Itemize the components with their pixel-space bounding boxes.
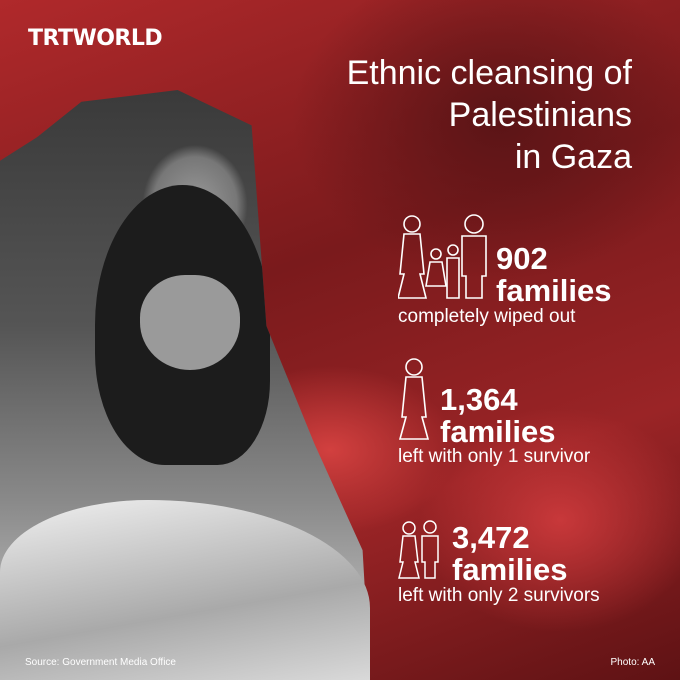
family-of-four-icon bbox=[398, 214, 487, 299]
woman-icon bbox=[398, 358, 430, 440]
face-shape bbox=[140, 275, 240, 370]
photo-credit: Photo: AA bbox=[610, 657, 655, 668]
stat-number: 902 bbox=[496, 241, 548, 276]
headline: Ethnic cleansing of Palestinians in Gaza bbox=[347, 52, 632, 178]
headline-line: Ethnic cleansing of bbox=[346, 54, 632, 92]
headline-line: in Gaza bbox=[514, 138, 632, 176]
stat-unit: families bbox=[452, 552, 568, 587]
stat-wiped-out: 902 families bbox=[496, 243, 611, 307]
source-credit: Source: Government Media Office bbox=[25, 657, 176, 668]
woman-and-man-icon bbox=[398, 520, 439, 579]
stat-caption: completely wiped out bbox=[398, 306, 576, 327]
stat-one-survivor: 1,364 families bbox=[440, 384, 555, 448]
stat-number: 1,364 bbox=[440, 382, 518, 417]
stat-two-survivors: 3,472 families bbox=[452, 522, 567, 586]
stat-caption: left with only 1 survivor bbox=[398, 446, 591, 467]
stat-caption: left with only 2 survivors bbox=[398, 585, 600, 606]
stat-unit: families bbox=[440, 414, 556, 449]
headline-line: Palestinians bbox=[448, 96, 632, 134]
stat-unit: families bbox=[496, 273, 612, 308]
stat-number: 3,472 bbox=[452, 520, 530, 555]
trtworld-logo: TRTWORLD bbox=[28, 26, 163, 51]
